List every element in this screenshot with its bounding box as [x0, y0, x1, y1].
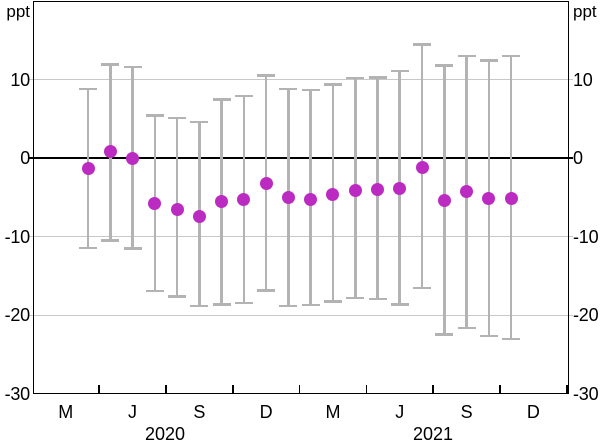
y-tick-label-left: 0 [20, 148, 30, 169]
x-month-label: J [395, 402, 405, 422]
error-bar-cap-bottom [234, 301, 253, 305]
error-bar-cap-top [346, 76, 365, 80]
error-bar-cap-top [123, 65, 142, 69]
x-quarter-tick [165, 384, 167, 393]
data-point [437, 194, 451, 208]
error-bar-cap-bottom [346, 296, 365, 300]
data-point [326, 187, 340, 201]
y-tick-label-right: -30 [573, 384, 599, 404]
gridline [29, 79, 573, 81]
y-tick-label-right: -10 [573, 226, 599, 247]
error-bar-cap-bottom [190, 304, 209, 308]
data-point [215, 194, 229, 208]
error-bar-cap-top [301, 88, 320, 92]
y-axis-unit-label-right: ppt [573, 2, 597, 21]
data-point [415, 161, 429, 175]
y-tick-label-left: 10 [10, 69, 30, 90]
y-tick-label-left: -20 [4, 305, 31, 326]
error-bar-cap-top [323, 83, 342, 86]
error-bar-cap-bottom [457, 326, 476, 330]
plot-frame [33, 1, 569, 394]
error-bar-cap-top [390, 69, 409, 73]
x-quarter-tick [432, 384, 434, 393]
error-bar-cap-top [190, 120, 209, 124]
error-bar-cap-top [145, 114, 164, 118]
x-month-label: S [193, 402, 206, 422]
y-tick-label-left: -30 [4, 384, 31, 404]
error-bar-cap-top [457, 54, 476, 58]
x-year-label: 2020 [144, 424, 186, 444]
error-bar-cap-bottom [101, 239, 120, 243]
data-point [259, 176, 273, 190]
x-month-label: M [325, 402, 341, 422]
x-month-label: D [526, 402, 540, 422]
error-bar-cap-top [279, 87, 298, 91]
data-point [281, 191, 295, 204]
x-quarter-tick [365, 384, 368, 393]
error-bar-cap-top [79, 87, 97, 91]
y-tick-label-right: 0 [573, 148, 583, 169]
x-month-label: J [128, 402, 138, 422]
gridline [29, 314, 573, 316]
data-point [304, 192, 318, 206]
x-quarter-tick [499, 384, 501, 393]
data-point [192, 209, 206, 223]
data-point [81, 161, 95, 175]
error-bar-cap-bottom [123, 247, 142, 250]
x-year-label: 2021 [412, 424, 454, 444]
x-quarter-tick [231, 384, 234, 393]
error-bar-cap-bottom [257, 288, 276, 292]
x-quarter-tick [566, 384, 568, 393]
error-bar-cap-bottom [212, 303, 231, 306]
error-bar-cap-top [502, 54, 521, 58]
error-bar-cap-top [234, 94, 253, 98]
error-bar-cap-bottom [413, 286, 432, 290]
error-bar-cap-bottom [390, 303, 409, 306]
data-point [237, 193, 251, 207]
data-point [371, 183, 384, 197]
error-bar-cap-bottom [145, 289, 164, 293]
x-month-label: S [460, 402, 473, 422]
data-point [126, 152, 140, 166]
error-bar-cap-bottom [279, 304, 298, 308]
error-bar-cap-bottom [79, 246, 97, 250]
x-month-label: M [58, 402, 74, 422]
data-point [460, 185, 474, 199]
data-point [348, 183, 362, 197]
error-bar-cap-top [368, 75, 387, 79]
error-bar-cap-top [168, 116, 187, 120]
error-bar-cap-bottom [502, 337, 521, 341]
x-quarter-tick [298, 384, 301, 393]
data-point [393, 181, 407, 195]
x-month-label: D [259, 402, 273, 422]
error-bar-cap-bottom [323, 299, 342, 303]
data-point [103, 145, 117, 159]
error-bar-cap-bottom [479, 334, 498, 338]
y-tick-label-right: 10 [573, 69, 593, 90]
error-bar-cap-top [257, 74, 276, 77]
error-bar-cap-bottom [435, 332, 454, 336]
y-tick-label-right: -20 [573, 305, 599, 326]
zero-line [29, 157, 573, 159]
x-quarter-tick [98, 384, 100, 393]
error-bar-cap-top [479, 59, 498, 63]
data-point [504, 191, 518, 205]
y-axis-unit-label-left: ppt [6, 2, 30, 21]
data-point [170, 202, 184, 216]
error-bar-cap-bottom [368, 297, 387, 301]
error-bar-cap-top [101, 63, 120, 66]
error-bar-cap-top [435, 64, 454, 67]
error-bar-cap-bottom [168, 295, 187, 298]
error-bar-cap-top [212, 97, 231, 101]
gridline [29, 236, 573, 238]
data-point [148, 196, 162, 210]
data-point [482, 191, 496, 205]
y-tick-label-left: -10 [4, 226, 31, 247]
error-bar-cap-top [413, 42, 432, 46]
error-bar-cap-bottom [301, 303, 320, 307]
